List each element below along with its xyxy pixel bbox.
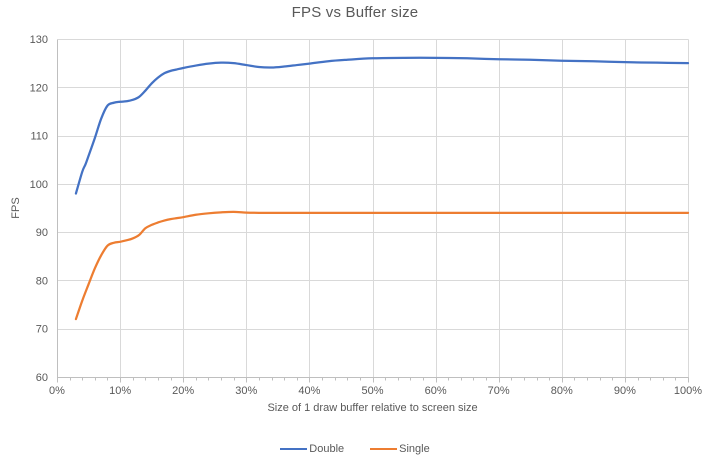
svg-text:0%: 0% xyxy=(49,385,65,397)
x-axis-title: Size of 1 draw buffer relative to screen… xyxy=(267,402,478,414)
x-axis-ticks xyxy=(57,377,689,383)
chart-title: FPS vs Buffer size xyxy=(291,4,419,21)
svg-text:120: 120 xyxy=(30,82,48,94)
svg-text:130: 130 xyxy=(30,34,48,46)
legend-label-single: Single xyxy=(399,443,430,455)
legend-line-swatch-double xyxy=(280,447,308,451)
svg-text:80: 80 xyxy=(36,275,48,287)
svg-text:20%: 20% xyxy=(172,385,194,397)
svg-text:90: 90 xyxy=(36,227,48,239)
legend-label-double: Double xyxy=(309,443,345,455)
svg-text:60: 60 xyxy=(36,372,48,384)
legend: Double Single xyxy=(0,443,710,455)
y-axis-title: FPS xyxy=(10,197,22,219)
series-line-single[interactable] xyxy=(74,210,690,321)
legend-item-double[interactable]: Double xyxy=(280,443,344,455)
svg-text:10%: 10% xyxy=(109,385,131,397)
svg-text:70: 70 xyxy=(36,324,48,336)
svg-text:60%: 60% xyxy=(425,385,447,397)
y-axis-tick-labels: 60 70 80 90 100 110 120 130 xyxy=(30,34,48,384)
legend-line-swatch-single xyxy=(370,447,398,451)
svg-text:80%: 80% xyxy=(551,385,573,397)
svg-text:90%: 90% xyxy=(614,385,636,397)
svg-text:100: 100 xyxy=(30,179,48,191)
gridlines xyxy=(57,39,689,378)
series-line-double[interactable] xyxy=(74,56,690,195)
svg-text:40%: 40% xyxy=(298,385,320,397)
legend-item-single[interactable]: Single xyxy=(370,443,430,455)
svg-text:30%: 30% xyxy=(235,385,257,397)
svg-text:100%: 100% xyxy=(674,385,702,397)
svg-text:70%: 70% xyxy=(488,385,510,397)
x-axis-tick-labels: 0% 10% 20% 30% 40% 50% 60% 70% 80% 90% 100% xyxy=(49,385,702,397)
svg-text:110: 110 xyxy=(30,131,48,143)
svg-text:50%: 50% xyxy=(361,385,383,397)
